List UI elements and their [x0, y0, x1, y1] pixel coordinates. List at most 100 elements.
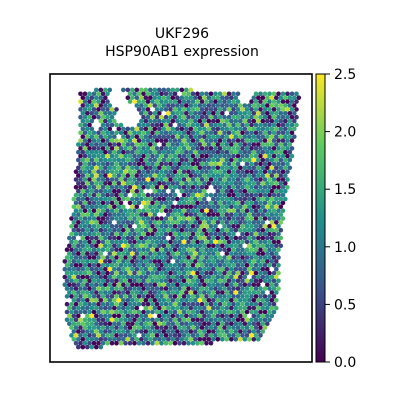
spot	[190, 294, 196, 299]
spot	[242, 274, 248, 280]
spot	[118, 169, 124, 174]
spot	[121, 313, 126, 319]
spot	[163, 216, 169, 221]
spot	[186, 130, 191, 136]
spot	[80, 259, 86, 264]
spot	[116, 298, 122, 303]
spot	[67, 282, 72, 288]
spot	[98, 243, 104, 249]
spot	[244, 263, 250, 268]
spot	[262, 130, 268, 136]
spot	[260, 165, 266, 171]
spot	[211, 298, 216, 303]
spot	[283, 165, 288, 171]
spot	[274, 243, 279, 249]
spot	[78, 278, 83, 284]
spot	[197, 329, 203, 334]
spot	[204, 263, 209, 268]
spot	[274, 134, 279, 139]
spot	[114, 247, 119, 252]
spot	[91, 286, 97, 291]
spot	[172, 286, 178, 291]
spot	[244, 239, 250, 245]
spot	[100, 286, 106, 291]
spot	[197, 196, 203, 202]
spot	[229, 313, 234, 319]
spot	[125, 266, 131, 272]
spot	[224, 165, 230, 171]
spot	[211, 157, 216, 163]
spot	[177, 270, 182, 276]
spot	[287, 126, 293, 132]
spot	[199, 309, 205, 315]
spot	[96, 114, 101, 120]
spot	[258, 278, 263, 284]
spot	[274, 259, 279, 264]
spot	[267, 255, 272, 260]
spot	[157, 313, 162, 319]
spot	[280, 107, 286, 112]
spot	[220, 337, 225, 342]
spot	[143, 204, 149, 210]
spot	[260, 212, 266, 217]
spot	[296, 95, 302, 100]
spot	[107, 188, 113, 194]
spot	[177, 122, 182, 128]
spot	[118, 208, 124, 213]
spot	[211, 266, 216, 272]
spot	[292, 103, 297, 108]
spot	[166, 204, 171, 210]
spot	[215, 134, 221, 139]
spot	[166, 305, 171, 311]
spot	[280, 177, 286, 182]
spot	[260, 134, 266, 139]
spot	[89, 118, 95, 124]
spot	[157, 329, 162, 334]
spot	[220, 157, 225, 163]
spot	[195, 216, 200, 221]
spot	[172, 255, 178, 260]
spot	[249, 208, 254, 213]
spot	[150, 239, 155, 245]
spot	[82, 185, 88, 190]
spot	[278, 235, 284, 241]
spot	[73, 224, 79, 229]
spot	[247, 181, 252, 186]
spot	[125, 142, 131, 147]
spot	[177, 161, 182, 167]
spot	[238, 282, 243, 288]
spot	[213, 301, 218, 307]
spot	[130, 95, 135, 100]
spot	[184, 227, 189, 233]
spot	[94, 313, 99, 319]
spot	[98, 157, 104, 163]
spot	[255, 157, 261, 163]
spot	[112, 212, 117, 217]
spot	[80, 212, 86, 217]
spot	[208, 99, 214, 104]
spot	[114, 146, 119, 151]
spot	[271, 91, 277, 97]
spot	[262, 216, 268, 221]
spot	[217, 200, 223, 206]
spot	[265, 103, 270, 108]
spot	[141, 107, 146, 112]
spot	[271, 99, 277, 104]
spot	[73, 239, 79, 245]
spot	[240, 114, 245, 120]
spot	[141, 200, 146, 206]
spot	[285, 153, 290, 159]
spot	[121, 196, 126, 202]
spot	[255, 126, 261, 132]
spot	[145, 146, 151, 151]
spot	[206, 111, 212, 116]
spot	[175, 126, 180, 132]
spot	[238, 220, 243, 225]
spot	[179, 188, 185, 194]
spot	[139, 235, 144, 241]
spot	[226, 114, 232, 120]
spot	[168, 91, 173, 97]
spot	[278, 149, 284, 155]
spot	[163, 130, 169, 136]
spot	[211, 313, 216, 319]
